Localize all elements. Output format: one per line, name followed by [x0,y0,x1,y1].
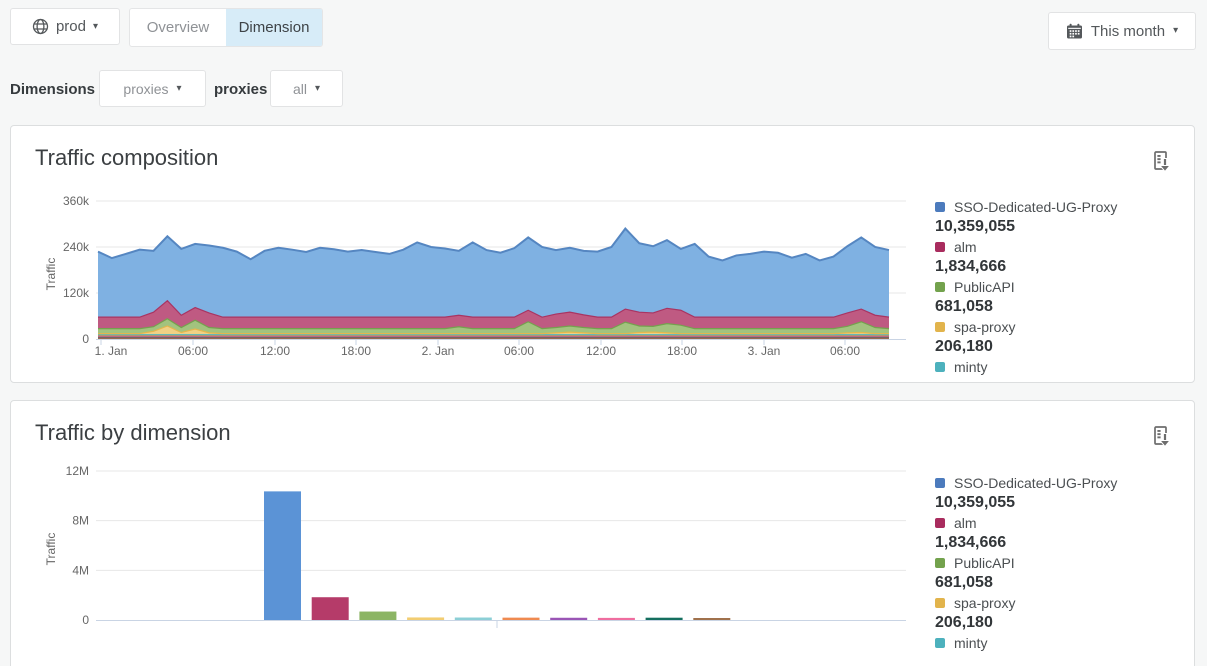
download-report-button[interactable] [1152,425,1172,451]
download-report-button[interactable] [1152,150,1172,176]
legend-value: 10,359,055 [935,218,1016,235]
svg-text:360k: 360k [63,194,90,208]
svg-text:18:00: 18:00 [341,344,371,358]
svg-text:240k: 240k [63,240,90,254]
chevron-down-icon: ▾ [176,82,182,94]
download-report-icon [1154,151,1172,173]
svg-text:Traffic: Traffic [44,258,58,291]
legend-item[interactable]: spa-proxy [935,593,1190,613]
legend-value: 681,058 [935,298,993,315]
legend-label: alm [954,239,977,255]
legend-item[interactable]: SSO-Dedicated-UG-Proxy [935,197,1190,217]
legend-swatch-icon [935,478,945,488]
view-tabs: Overview Dimension [129,8,323,47]
legend-item[interactable]: minty [935,357,1190,377]
svg-text:18:00: 18:00 [667,344,697,358]
legend-item[interactable]: alm [935,237,1190,257]
legend-swatch-icon [935,362,945,372]
legend-value [935,653,1190,666]
legend-swatch-icon [935,638,945,648]
legend-swatch-icon [935,598,945,608]
traffic-by-dimension-card: Traffic by dimension 0 4M 8M 12M Traffic SSO… [10,400,1195,666]
svg-text:0: 0 [82,332,89,346]
legend-label: PublicAPI [954,279,1015,295]
legend-label: alm [954,515,977,531]
svg-text:1. Jan: 1. Jan [95,344,128,358]
legend-label: SSO-Dedicated-UG-Proxy [954,475,1118,491]
legend-swatch-icon [935,322,945,332]
tab-dimension[interactable]: Dimension [226,9,322,46]
legend-swatch-icon [935,558,945,568]
chevron-down-icon: ▾ [1173,25,1179,36]
svg-text:3. Jan: 3. Jan [748,344,781,358]
legend-item[interactable]: alm [935,513,1190,533]
svg-text:0: 0 [82,613,89,627]
svg-text:12:00: 12:00 [260,344,290,358]
legend-value: 1,834,666 [935,534,1007,551]
legend-swatch-icon [935,518,945,528]
svg-text:12:00: 12:00 [586,344,616,358]
traffic-composition-card: Traffic composition 0 120k 240k 360k 1. Jan 0… [10,125,1195,383]
legend-label: spa-proxy [954,595,1016,611]
legend-item[interactable]: spa-proxy [935,317,1190,337]
svg-text:Traffic: Traffic [44,533,58,566]
svg-text:06:00: 06:00 [178,344,208,358]
environment-selector[interactable]: prod ▾ [10,8,120,45]
calendar-icon [1066,23,1082,38]
dimension-value-dropdown[interactable]: all ▾ [270,70,343,107]
legend-value: 1,834,666 [935,258,1007,275]
date-range-selector[interactable]: This month ▾ [1048,12,1196,50]
legend-value: 206,180 [935,614,993,631]
chart-legend: SSO-Dedicated-UG-Proxy 10,359,055 alm 1,834… [935,197,1190,382]
legend-label: SSO-Dedicated-UG-Proxy [954,199,1118,215]
svg-text:8M: 8M [72,514,89,528]
svg-text:12M: 12M [66,464,89,478]
legend-label: spa-proxy [954,319,1016,335]
selected-dimension-label: proxies [214,81,268,98]
card-title: Traffic by dimension [35,420,231,445]
legend-item[interactable]: SSO-Dedicated-UG-Proxy [935,473,1190,493]
svg-text:120k: 120k [63,286,90,300]
legend-value: 10,359,055 [935,494,1016,511]
legend-swatch-icon [935,242,945,252]
dimension-value-dropdown-value: all [292,80,307,97]
dimensions-section-label: Dimensions [10,81,96,98]
card-title: Traffic composition [35,145,219,170]
date-range-label: This month [1090,22,1166,40]
chevron-down-icon: ▾ [93,20,99,32]
svg-text:4M: 4M [72,563,89,577]
legend-label: minty [954,359,988,375]
dimension-dropdown-value: proxies [123,80,169,97]
chevron-down-icon: ▾ [314,82,321,94]
legend-value: 681,058 [935,574,993,591]
legend-swatch-icon [935,282,945,292]
tab-overview[interactable]: Overview [130,9,226,46]
svg-text:2. Jan: 2. Jan [422,344,455,358]
legend-item[interactable]: PublicAPI [935,553,1190,573]
legend-swatch-icon [935,202,945,212]
traffic-composition-chart[interactable]: 0 120k 240k 360k 1. Jan 06:00 12:00 18:00 2. Jan… [41,194,921,364]
environment-label: prod [55,18,86,35]
svg-text:06:00: 06:00 [830,344,860,358]
legend-value [935,377,1190,382]
legend-label: minty [954,635,988,651]
dimension-dropdown[interactable]: proxies ▾ [99,70,206,107]
traffic-by-dimension-chart[interactable]: 0 4M 8M 12M Traffic [41,463,921,638]
globe-icon [32,18,49,35]
chart-legend: SSO-Dedicated-UG-Proxy 10,359,055 alm 1,834… [935,473,1190,666]
svg-text:06:00: 06:00 [504,344,534,358]
legend-value: 206,180 [935,338,993,355]
legend-item[interactable]: PublicAPI [935,277,1190,297]
legend-item[interactable]: minty [935,633,1190,653]
download-report-icon [1154,426,1172,448]
legend-label: PublicAPI [954,555,1015,571]
